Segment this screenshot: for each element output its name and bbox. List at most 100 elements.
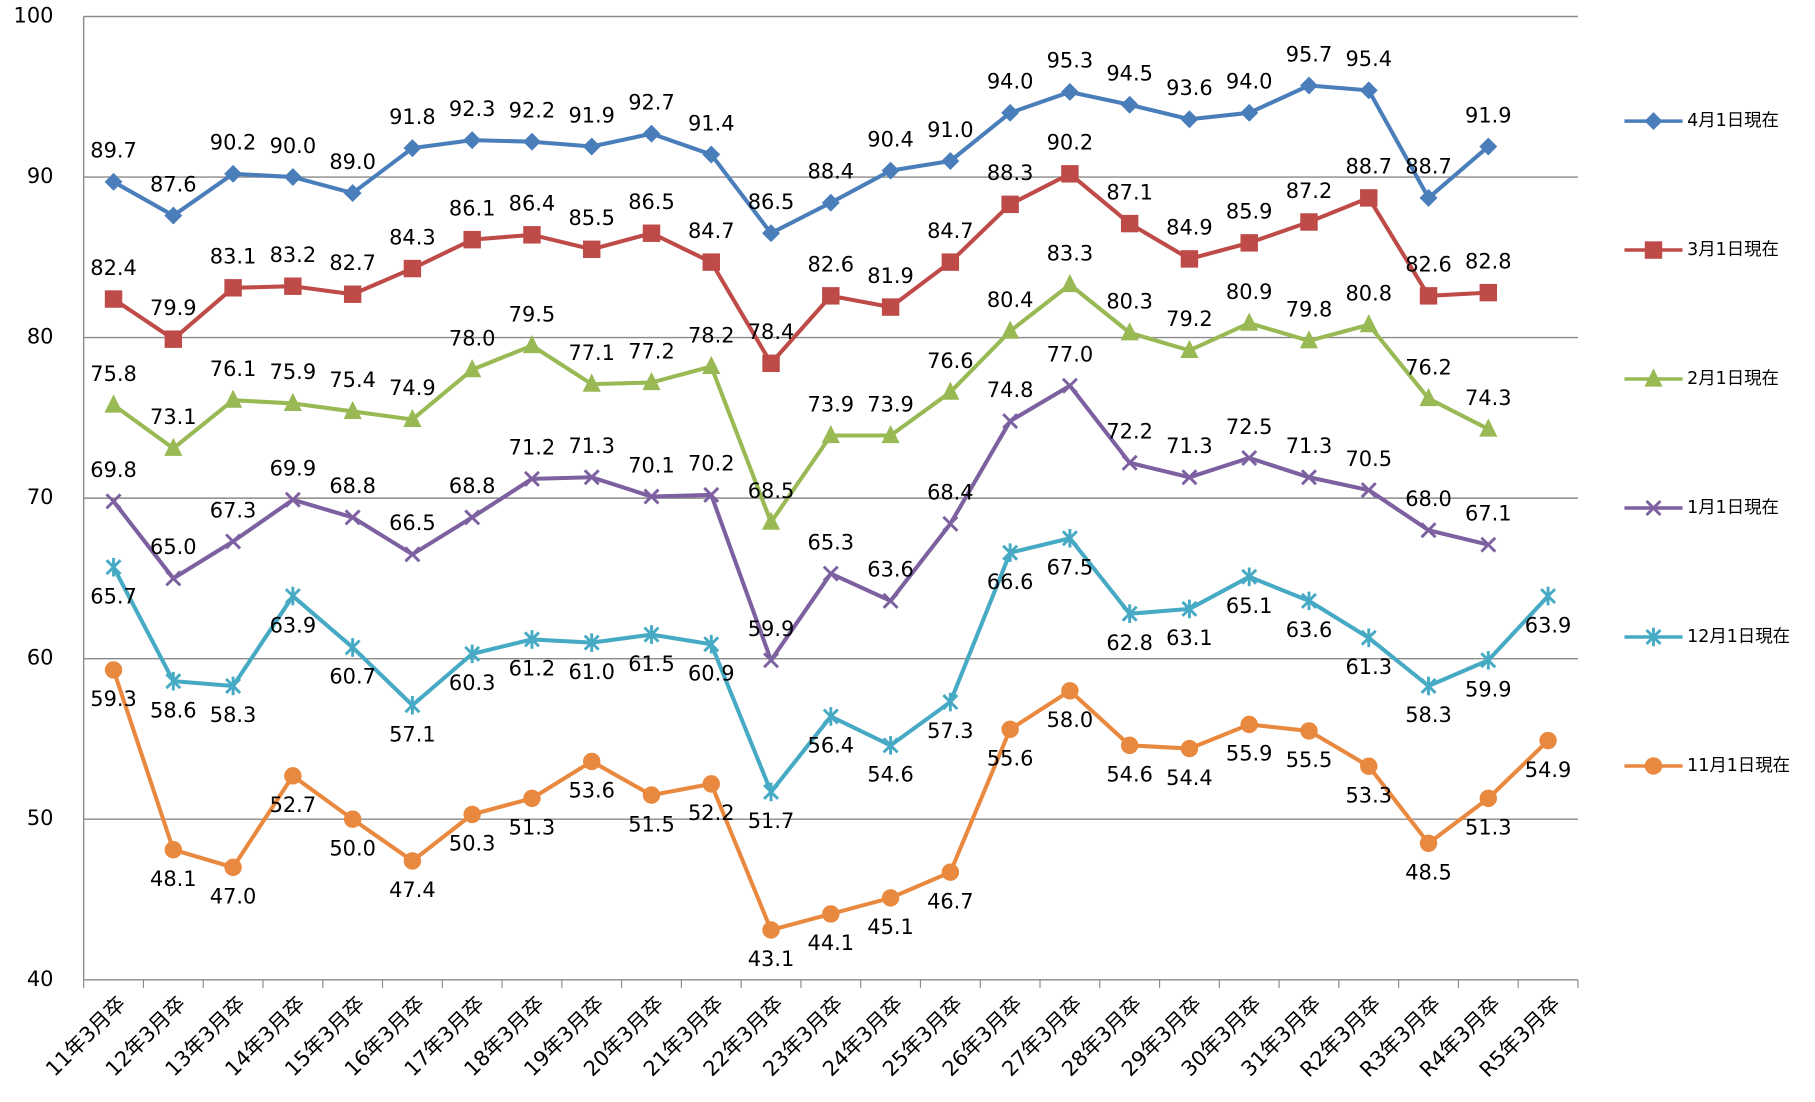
data-point — [642, 786, 661, 804]
data-label: 58.3 — [1405, 703, 1452, 727]
data-point — [1061, 528, 1078, 548]
data-label: 71.3 — [568, 434, 615, 458]
y-tick-label: 40 — [27, 967, 54, 991]
data-point — [1479, 789, 1498, 808]
data-point — [225, 676, 242, 696]
data-point — [822, 287, 840, 305]
data-label: 90.2 — [210, 131, 257, 155]
data-label: 54.4 — [1166, 766, 1213, 790]
data-point — [1419, 834, 1438, 853]
data-point — [1479, 137, 1498, 156]
data-label: 62.8 — [1106, 631, 1153, 655]
data-point — [403, 852, 422, 870]
data-point — [1180, 339, 1199, 358]
data-label: 79.5 — [509, 302, 556, 326]
data-label: 68.8 — [329, 474, 376, 498]
data-point — [1240, 234, 1258, 252]
data-label: 70.1 — [628, 453, 675, 477]
data-point — [881, 889, 900, 907]
data-label: 50.3 — [449, 832, 496, 856]
data-point — [523, 470, 540, 487]
data-label: 65.7 — [90, 584, 137, 608]
data-point — [523, 630, 540, 649]
legend-marker — [1645, 627, 1662, 647]
data-label: 71.3 — [1286, 434, 1333, 458]
data-point — [942, 515, 959, 532]
data-label: 52.2 — [688, 801, 735, 825]
data-point — [1060, 274, 1079, 293]
data-label: 79.2 — [1166, 307, 1213, 331]
data-point — [1360, 757, 1378, 775]
y-tick-label: 90 — [27, 164, 54, 188]
data-label: 65.3 — [808, 530, 855, 554]
data-point — [1241, 449, 1258, 466]
data-label: 74.3 — [1465, 386, 1512, 410]
data-point — [1479, 418, 1498, 437]
data-point — [463, 805, 481, 824]
data-point — [702, 145, 721, 164]
data-label: 76.2 — [1405, 355, 1452, 379]
data-label: 66.5 — [389, 511, 436, 535]
data-point — [1539, 731, 1557, 750]
data-label: 80.9 — [1226, 280, 1273, 304]
data-point — [284, 491, 301, 508]
data-label: 73.1 — [150, 405, 197, 429]
data-label: 76.1 — [210, 357, 257, 381]
data-label: 75.4 — [329, 368, 376, 392]
data-point — [1180, 739, 1199, 758]
data-point — [343, 285, 362, 303]
data-label: 52.7 — [270, 793, 317, 817]
data-point — [284, 277, 302, 295]
data-point — [1540, 586, 1557, 606]
data-label: 95.3 — [1047, 49, 1094, 73]
data-point — [1121, 454, 1138, 471]
data-label: 47.4 — [389, 878, 436, 902]
data-point — [702, 775, 720, 793]
data-point — [1001, 720, 1019, 739]
data-label: 58.3 — [210, 703, 257, 727]
data-label: 63.6 — [1286, 618, 1333, 642]
data-point — [941, 253, 960, 271]
data-label: 86.4 — [509, 192, 556, 216]
data-point — [522, 335, 542, 354]
data-label: 57.1 — [389, 722, 436, 746]
data-label: 93.6 — [1166, 76, 1213, 100]
data-label: 77.0 — [1047, 343, 1094, 367]
data-point — [105, 493, 122, 510]
data-point — [583, 240, 601, 258]
data-label: 58.0 — [1047, 708, 1094, 732]
data-point — [344, 509, 361, 526]
data-point — [1002, 413, 1019, 430]
data-label: 59.9 — [748, 617, 795, 641]
data-point — [1120, 736, 1139, 755]
data-label: 59.9 — [1465, 677, 1512, 701]
data-point — [1120, 322, 1139, 341]
data-label: 84.7 — [927, 219, 974, 243]
data-point — [1001, 103, 1020, 122]
data-label: 68.4 — [927, 481, 974, 505]
data-label: 86.5 — [628, 190, 675, 214]
data-point — [1360, 482, 1377, 499]
data-label: 80.3 — [1106, 290, 1153, 314]
series-line — [112, 171, 1489, 366]
data-point — [763, 652, 780, 669]
data-point — [1359, 81, 1378, 100]
data-point — [643, 488, 660, 505]
data-point — [1001, 320, 1020, 339]
data-point — [284, 586, 301, 606]
data-label: 95.7 — [1286, 42, 1333, 66]
data-point — [703, 634, 720, 654]
data-label: 90.4 — [867, 127, 914, 151]
data-label: 60.7 — [329, 665, 376, 689]
data-label: 75.8 — [90, 362, 137, 386]
data-point — [822, 905, 840, 923]
data-point — [464, 644, 481, 664]
data-point — [821, 424, 840, 444]
data-point — [463, 359, 482, 378]
data-label: 95.4 — [1345, 47, 1392, 71]
data-point — [1240, 715, 1258, 734]
data-point — [104, 290, 123, 308]
data-label: 70.5 — [1345, 447, 1392, 471]
data-label: 83.1 — [210, 245, 257, 269]
